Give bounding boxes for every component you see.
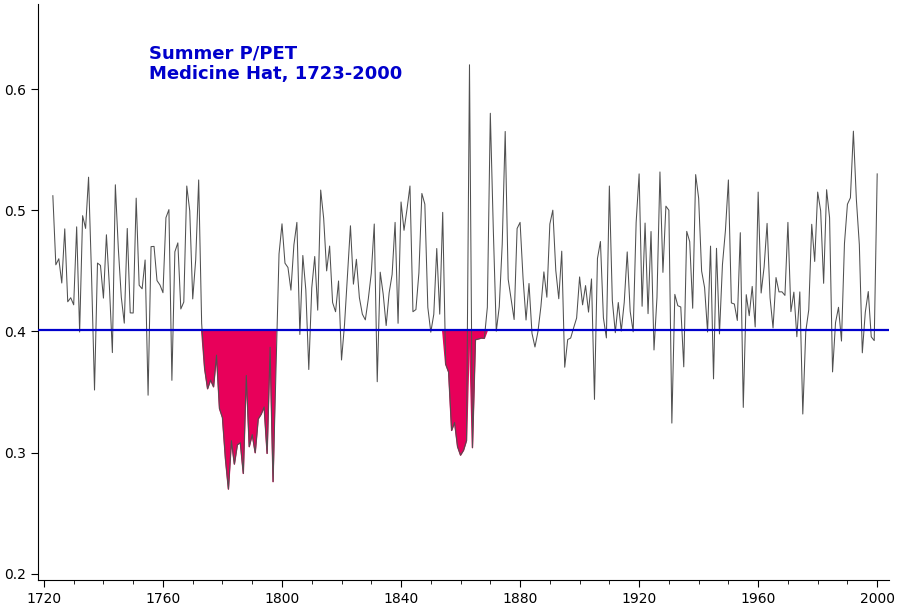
Text: Summer P/PET
Medicine Hat, 1723-2000: Summer P/PET Medicine Hat, 1723-2000	[149, 45, 402, 84]
